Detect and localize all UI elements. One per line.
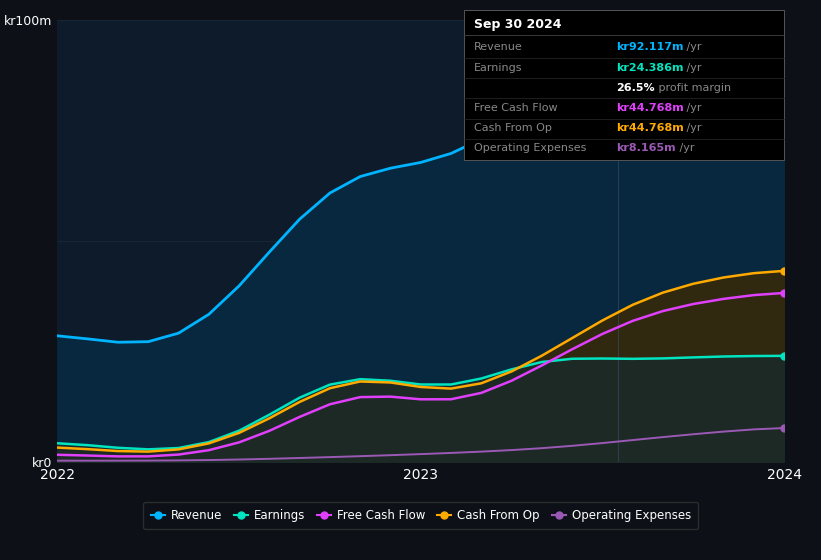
Text: /yr: /yr (683, 43, 701, 53)
Text: 26.5%: 26.5% (616, 83, 654, 93)
Text: kr92.117m: kr92.117m (616, 43, 683, 53)
Text: Sep 30 2024: Sep 30 2024 (474, 18, 562, 31)
Text: kr24.386m: kr24.386m (616, 63, 683, 73)
Text: profit margin: profit margin (655, 83, 731, 93)
Text: /yr: /yr (683, 123, 701, 133)
Text: Free Cash Flow: Free Cash Flow (474, 103, 557, 113)
Text: kr8.165m: kr8.165m (616, 143, 676, 153)
Text: /yr: /yr (676, 143, 695, 153)
Text: kr44.768m: kr44.768m (616, 103, 684, 113)
Text: /yr: /yr (683, 103, 701, 113)
Text: Operating Expenses: Operating Expenses (474, 143, 586, 153)
Text: /yr: /yr (683, 63, 701, 73)
Text: Earnings: Earnings (474, 63, 522, 73)
Legend: Revenue, Earnings, Free Cash Flow, Cash From Op, Operating Expenses: Revenue, Earnings, Free Cash Flow, Cash … (144, 502, 698, 529)
Text: Cash From Op: Cash From Op (474, 123, 552, 133)
Text: kr44.768m: kr44.768m (616, 123, 684, 133)
Text: Revenue: Revenue (474, 43, 522, 53)
